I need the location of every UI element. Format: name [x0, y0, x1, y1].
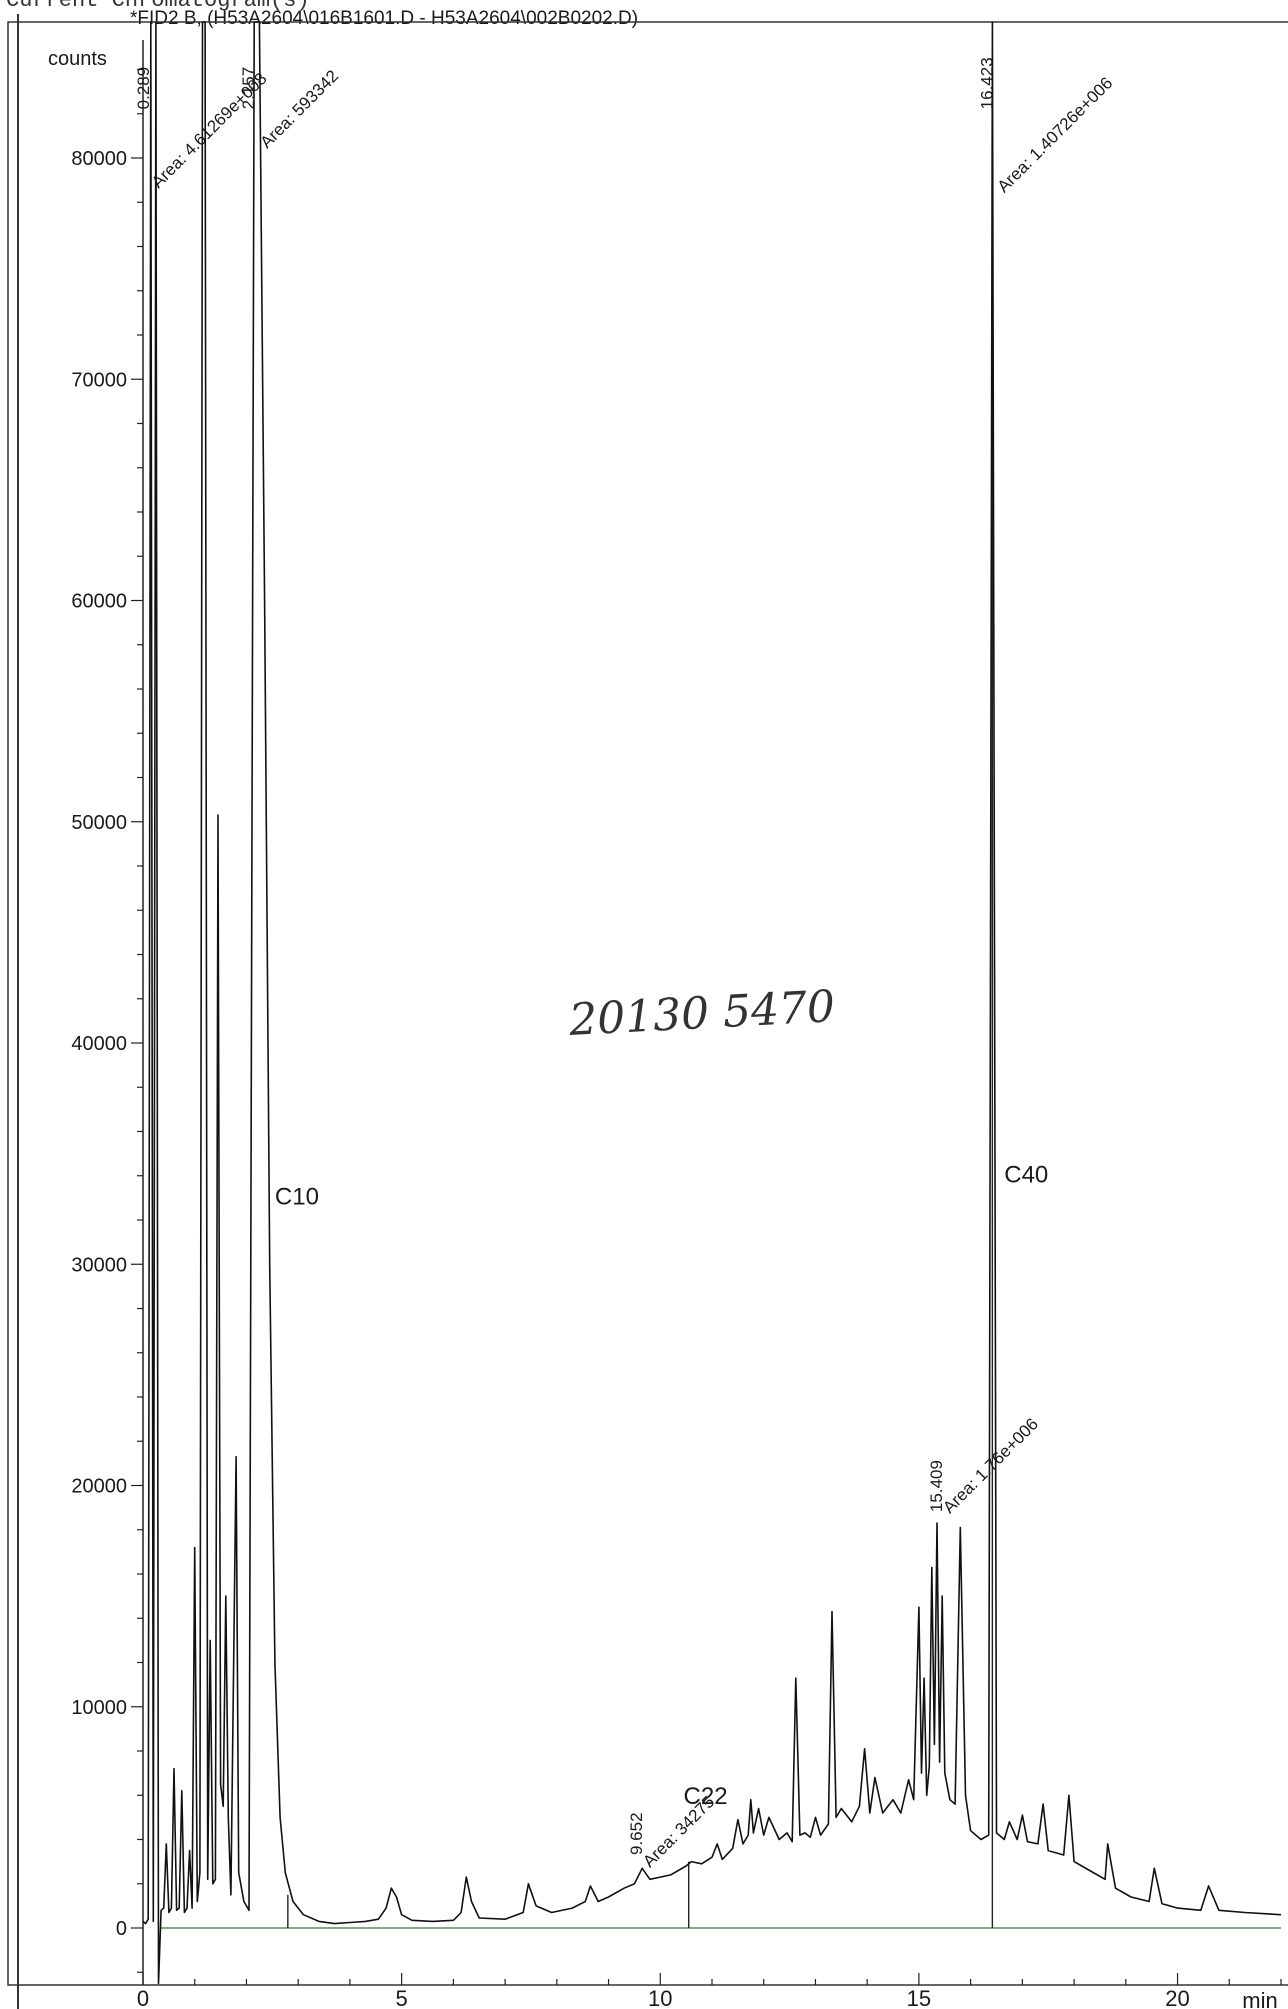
- y-tick-label: 10000: [71, 1697, 127, 1719]
- x-axis-label: min: [1242, 1988, 1277, 2009]
- window-title: Current Chromatogram(s): [6, 0, 310, 13]
- peak-area-label: Area: 1.40726e+006: [994, 74, 1117, 197]
- peak-name-label: C40: [1004, 1161, 1048, 1188]
- page-header: Current Chromatogram(s) *FID2 B, (H53A26…: [0, 0, 1288, 29]
- peak-name-label: C10: [275, 1184, 319, 1211]
- x-tick-label: 15: [907, 1986, 931, 2009]
- y-tick-label: 60000: [71, 591, 127, 613]
- y-tick-label: 20000: [71, 1476, 127, 1498]
- y-tick-label: 50000: [71, 812, 127, 834]
- signal-trace: [142, 21, 1282, 1985]
- retention-time-label: 2.157: [239, 67, 258, 110]
- y-tick-label: 40000: [71, 1033, 127, 1055]
- y-tick-label: 70000: [71, 369, 127, 391]
- retention-time-label: 15.409: [927, 1460, 946, 1512]
- x-tick-label: 5: [396, 1986, 408, 2009]
- x-tick-label: 0: [137, 1986, 149, 2009]
- retention-time-label: 9.652: [627, 1812, 646, 1855]
- retention-time-label: 0.289: [134, 67, 153, 110]
- handwritten-note: 20130 5470: [567, 981, 836, 1046]
- x-tick-label: 20: [1165, 1986, 1189, 2009]
- signal-label: *FID2 B, (H53A2604\016B1601.D - H53A2604…: [130, 8, 639, 29]
- y-tick-label: 0: [116, 1918, 127, 1940]
- peak-area-label: Area: 593342: [257, 66, 343, 152]
- retention-time-label: 16.423: [977, 57, 996, 109]
- x-tick-label: 10: [648, 1986, 672, 2009]
- y-tick-label: 30000: [71, 1254, 127, 1276]
- y-tick-label: 80000: [71, 148, 127, 170]
- plot-frame: [7, 21, 1288, 1986]
- peak-area-label: Area: 1.76e+006: [939, 1414, 1042, 1517]
- y-axis-label: counts: [48, 48, 107, 70]
- peak-name-label: C22: [684, 1783, 728, 1810]
